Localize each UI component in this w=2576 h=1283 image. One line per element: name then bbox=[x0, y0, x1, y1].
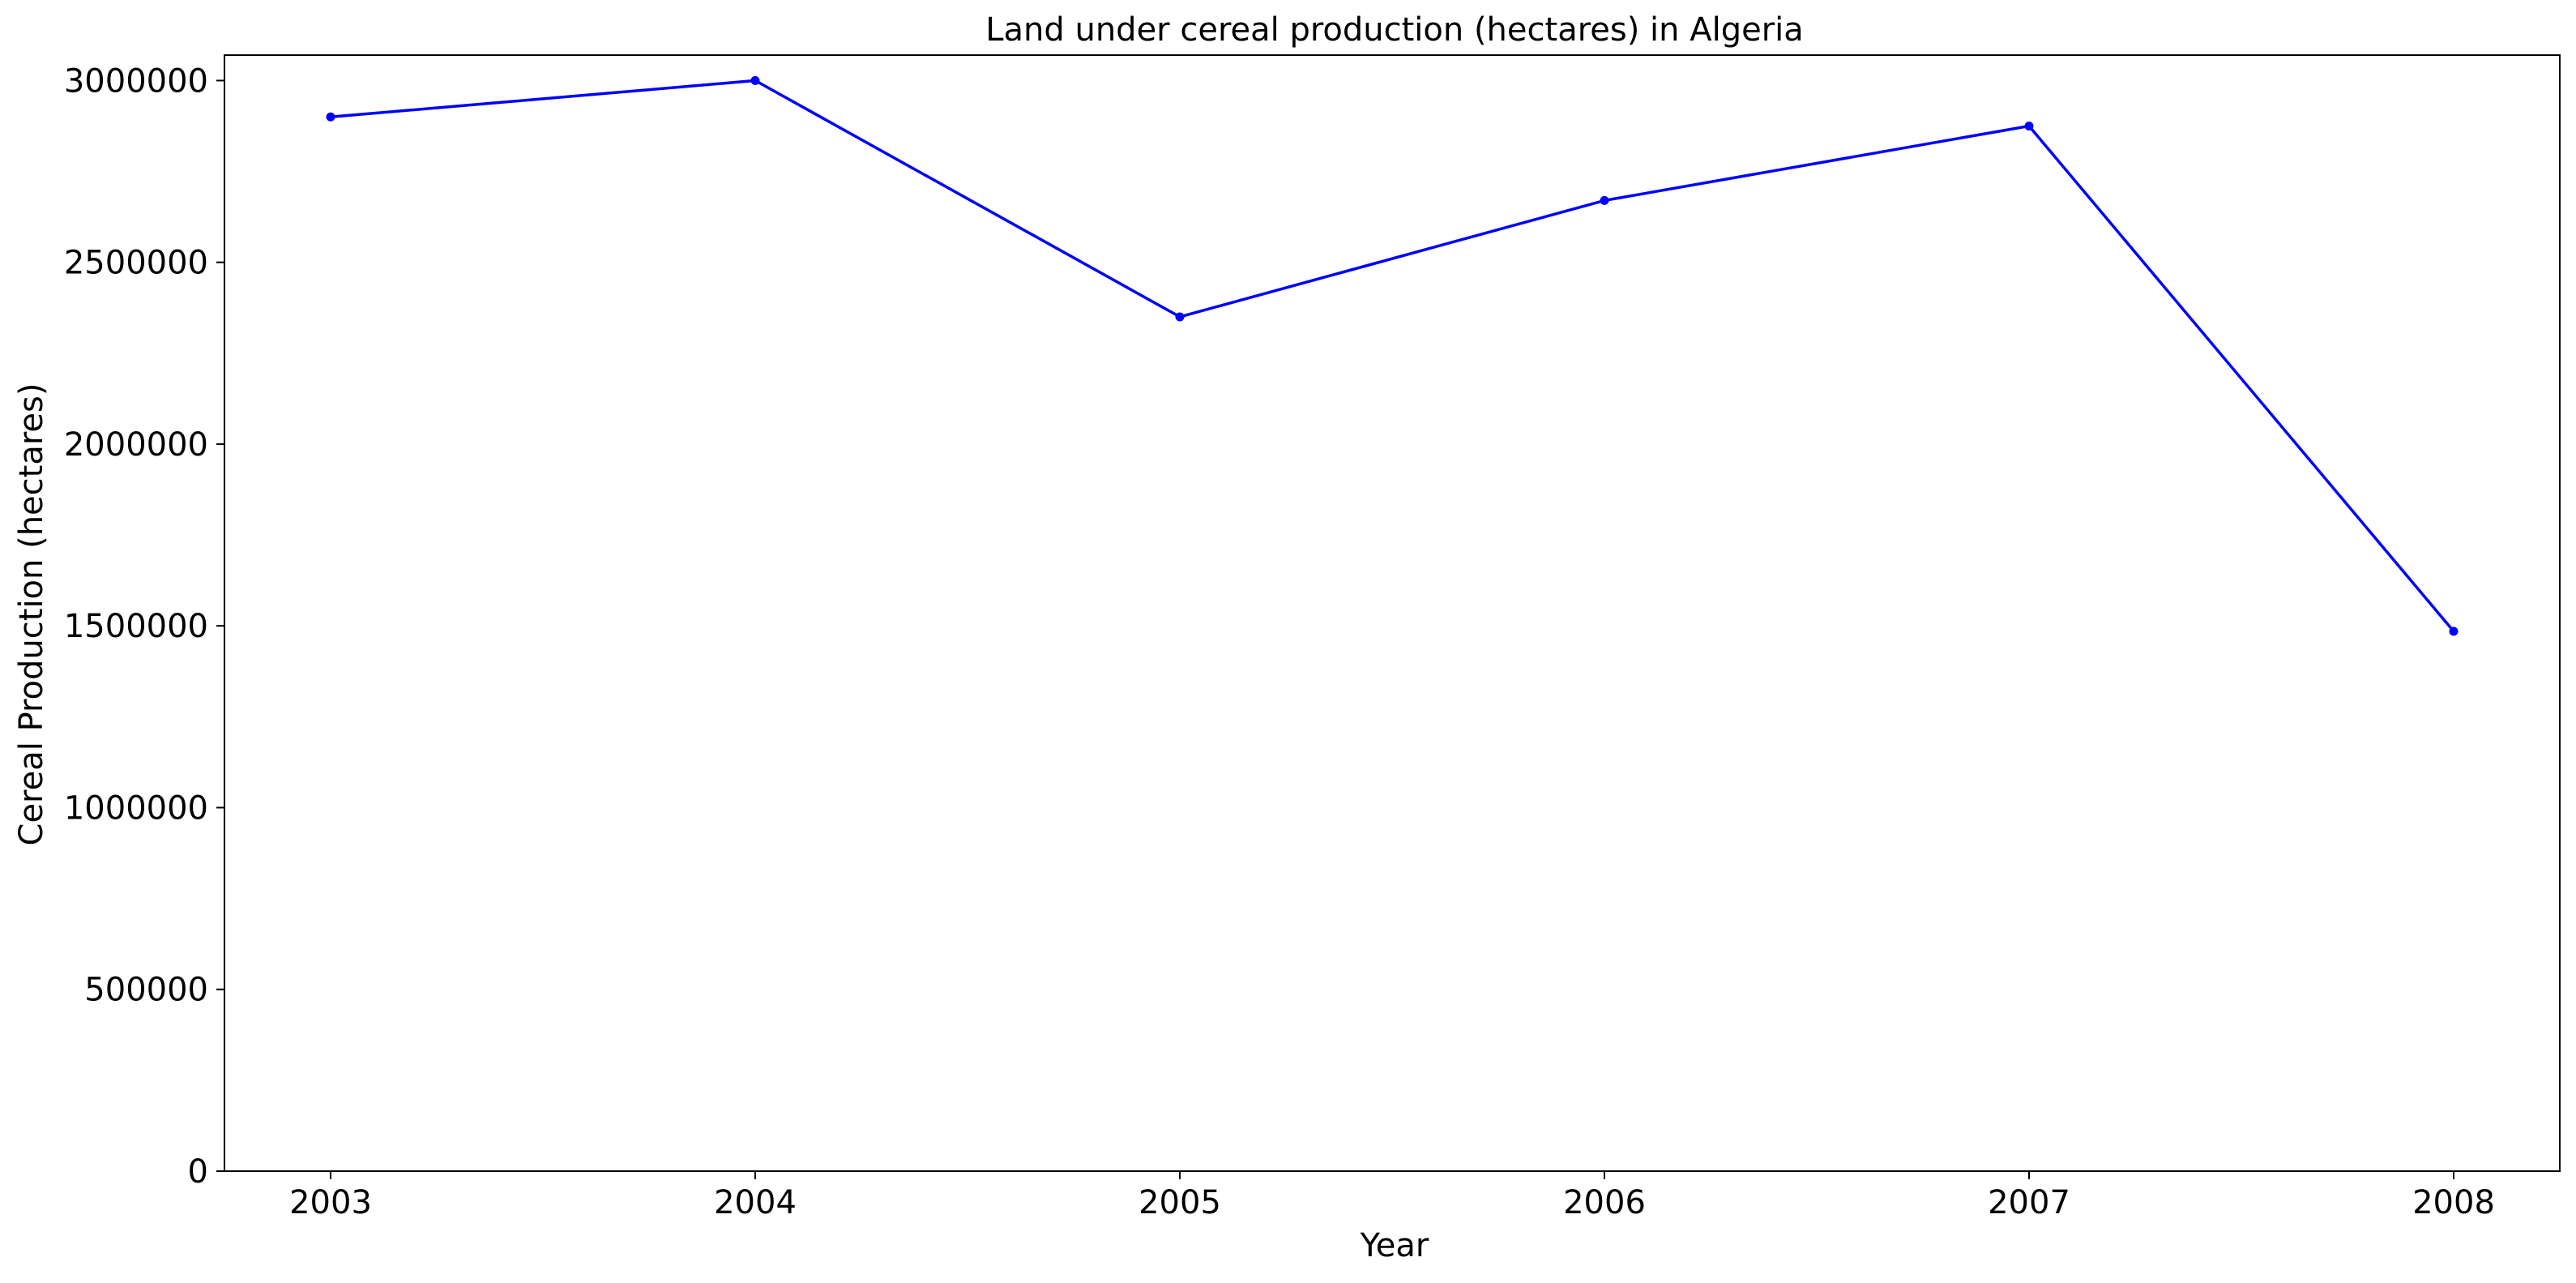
data-point bbox=[2024, 121, 2034, 130]
x-tick-label: 2005 bbox=[1138, 1184, 1221, 1221]
data-point bbox=[750, 75, 760, 85]
y-tick-label: 3000000 bbox=[64, 62, 208, 100]
x-tick-label: 2004 bbox=[714, 1184, 797, 1221]
y-axis-label: Cereal Production (hectares) bbox=[13, 383, 50, 846]
x-tick-label: 2008 bbox=[2412, 1184, 2495, 1221]
y-tick-label: 2500000 bbox=[64, 245, 208, 282]
y-tick-label: 2000000 bbox=[64, 426, 208, 464]
data-point bbox=[326, 112, 335, 122]
y-tick-label: 0 bbox=[188, 1153, 208, 1191]
y-tick-label: 1500000 bbox=[64, 608, 208, 645]
x-tick-label: 2007 bbox=[1988, 1184, 2070, 1221]
y-tick-label: 1000000 bbox=[64, 789, 208, 827]
data-point bbox=[2449, 627, 2459, 636]
data-point bbox=[1175, 312, 1185, 322]
plot-frame bbox=[224, 54, 2561, 1172]
x-tick-label: 2006 bbox=[1563, 1184, 1646, 1221]
data-point bbox=[1600, 195, 1609, 205]
x-tick-label: 2003 bbox=[289, 1184, 372, 1221]
chart-title: Land under cereal production (hectares) … bbox=[985, 11, 1804, 49]
series-line bbox=[330, 79, 2455, 633]
y-tick-label: 500000 bbox=[84, 972, 208, 1009]
x-axis-label: Year bbox=[1360, 1227, 1429, 1264]
plot-area: 0 500000 1000000 1500000 2000000 2500000 30000… bbox=[64, 54, 2561, 1221]
